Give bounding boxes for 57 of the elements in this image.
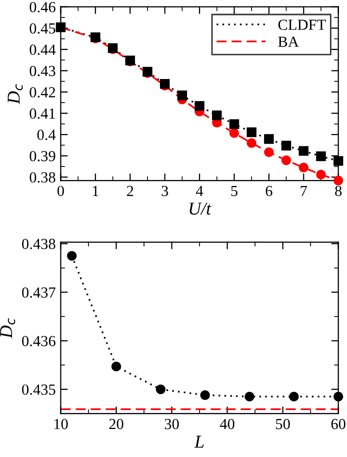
y-tick-label: 0.4: [37, 130, 56, 140]
y-axis-title: D$_{c}$: [8, 84, 23, 104]
x-tick-label: 50: [276, 418, 290, 430]
point: [333, 392, 344, 402]
y-tick-label: 0.435: [22, 384, 56, 395]
y-tick-label: 0.45: [30, 23, 56, 34]
x-tick-label: 6: [266, 186, 272, 196]
legend-label: CLDFT: [278, 20, 326, 30]
x-tick-label: 5: [231, 186, 238, 196]
point: [264, 147, 274, 158]
y-tick-label: 0.41: [30, 108, 55, 119]
x-axis-title: U/t: [190, 202, 212, 215]
point: [289, 392, 299, 402]
point: [244, 392, 254, 402]
point: [246, 138, 256, 148]
point: [246, 127, 256, 138]
point: [316, 170, 326, 180]
x-tick-label: 4: [196, 186, 204, 196]
x-tick-label: 2: [126, 186, 134, 196]
x-tick-label: 60: [331, 418, 346, 430]
point: [194, 101, 204, 111]
point: [316, 151, 326, 162]
y-tick-label: 0.44: [30, 44, 56, 55]
point: [333, 156, 344, 166]
y-tick-label: 0.437: [22, 287, 56, 298]
x-axis-title: L: [194, 436, 204, 448]
point: [229, 119, 240, 129]
point: [298, 146, 308, 156]
point: [212, 110, 222, 120]
point: [264, 134, 274, 144]
point: [111, 362, 122, 372]
point: [229, 128, 240, 138]
point: [156, 384, 166, 394]
x-tick-label: 10: [54, 418, 68, 430]
x-tick-label: 3: [162, 186, 168, 196]
legend-label: BA: [278, 36, 299, 47]
x-tick-label: 1: [92, 186, 98, 196]
y-tick-label: 0.46: [30, 2, 56, 12]
point: [66, 250, 77, 261]
x-tick-label: 40: [220, 418, 234, 430]
y-axis-title: D$_{c}$: [0, 318, 16, 338]
y-tick-label: 0.438: [22, 238, 56, 250]
point: [281, 140, 292, 150]
y-tick-label: 0.39: [30, 150, 56, 162]
x-tick-label: 0: [57, 186, 64, 196]
y-tick-label: 0.43: [30, 66, 56, 76]
y-tick-label: 0.436: [22, 336, 56, 346]
x-tick-label: 8: [335, 186, 342, 196]
point: [298, 162, 308, 172]
x-tick-label: 7: [300, 186, 308, 196]
point: [281, 155, 292, 166]
y-tick-label: 0.38: [30, 172, 56, 183]
x-tick-label: 30: [164, 418, 179, 430]
point: [177, 90, 188, 100]
x-tick-label: 20: [109, 418, 124, 430]
point: [200, 390, 210, 400]
y-tick-label: 0.42: [30, 87, 56, 98]
